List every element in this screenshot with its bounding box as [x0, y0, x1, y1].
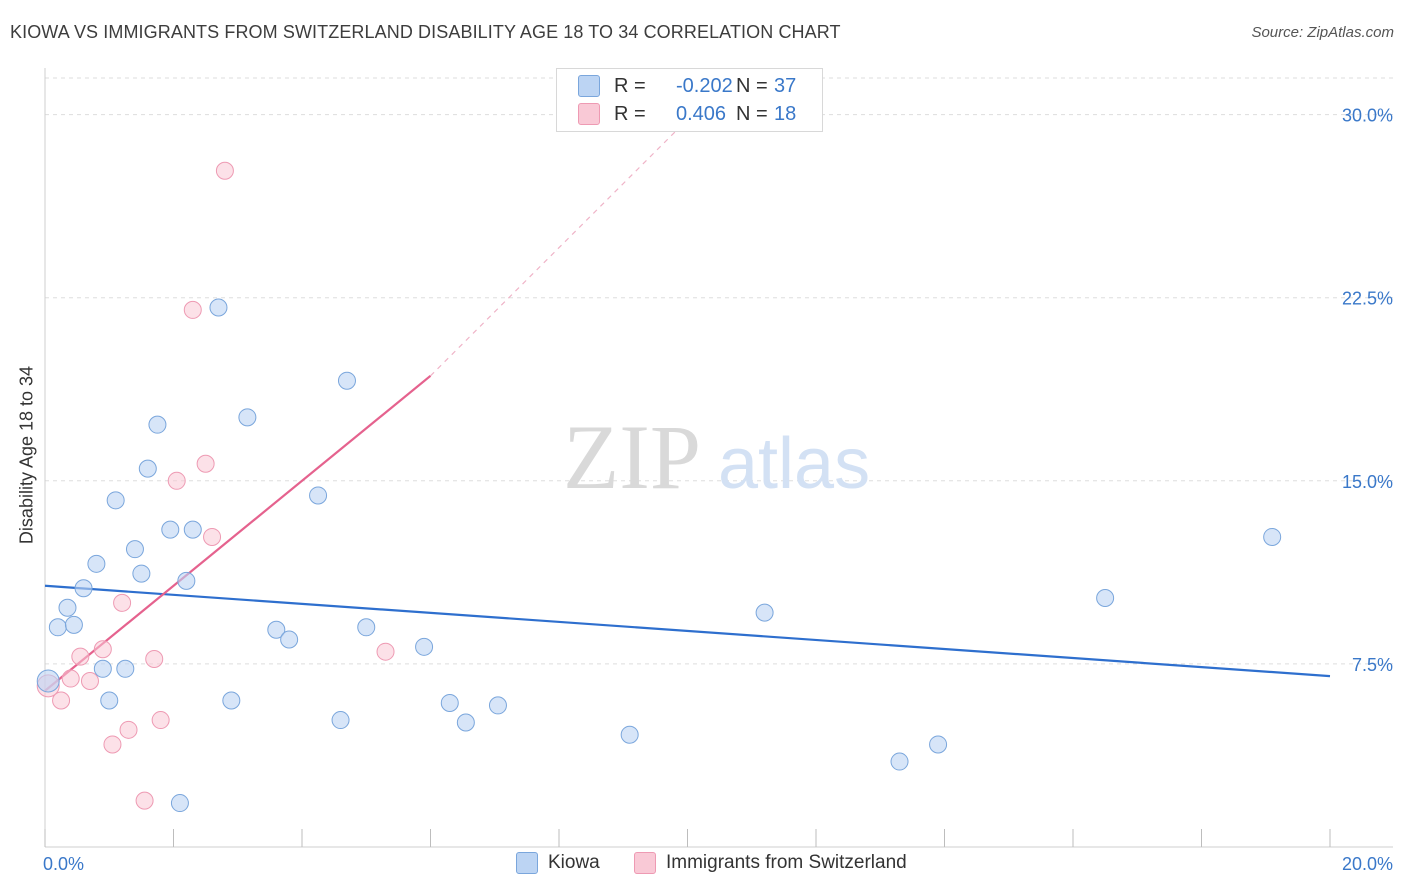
gridlines: [45, 77, 1393, 665]
point-kiowa: [183, 520, 202, 539]
point-switzerland: [167, 471, 186, 490]
trend-line-switzerland-extension: [430, 119, 688, 377]
legend-swatch-switzerland: [578, 103, 600, 125]
point-kiowa: [280, 630, 299, 649]
point-kiowa: [456, 713, 475, 732]
point-switzerland: [61, 669, 80, 688]
point-kiowa: [170, 794, 189, 813]
point-kiowa: [138, 459, 157, 478]
y-tick-label: 30.0%: [1342, 106, 1393, 126]
trend-lines: [44, 119, 1331, 692]
correlation-legend: R = -0.202 N = 37 R = 0.406 N = 18: [556, 68, 823, 132]
point-switzerland: [183, 300, 202, 319]
point-switzerland: [119, 720, 138, 739]
point-kiowa: [488, 696, 507, 715]
point-kiowa: [440, 693, 459, 712]
legend-r-label: R =: [614, 102, 646, 125]
series-legend: Kiowa Immigrants from Switzerland: [0, 852, 1406, 878]
point-switzerland: [80, 671, 99, 690]
trend-line-switzerland: [44, 374, 432, 692]
point-kiowa: [48, 618, 67, 637]
point-kiowa: [1263, 527, 1282, 546]
chart-title: KIOWA VS IMMIGRANTS FROM SWITZERLAND DIS…: [10, 22, 841, 42]
x-tick-label: 0.0%: [43, 854, 84, 874]
watermark-atlas: atlas: [718, 424, 870, 504]
watermark: ZIP atlas: [563, 406, 870, 508]
point-switzerland: [135, 791, 154, 810]
point-switzerland: [215, 161, 234, 180]
point-kiowa: [64, 615, 83, 634]
y-tick-label: 22.5%: [1342, 289, 1393, 309]
point-kiowa: [58, 598, 77, 617]
legend-r-label: R =: [614, 74, 646, 97]
series-label-kiowa: Kiowa: [548, 852, 600, 873]
series-legend-kiowa: Kiowa: [516, 852, 600, 874]
point-kiowa: [74, 579, 93, 598]
legend-n-label: N =: [736, 102, 768, 125]
axes: [44, 68, 1393, 848]
point-kiowa: [415, 637, 434, 656]
point-switzerland: [52, 691, 71, 710]
y-axis-label: Disability Age 18 to 34: [16, 365, 37, 545]
point-switzerland: [103, 735, 122, 754]
trend-line-kiowa: [44, 584, 1331, 678]
point-switzerland: [151, 711, 170, 730]
point-kiowa: [337, 371, 356, 390]
point-switzerland: [203, 527, 222, 546]
legend-r-value: -0.202: [676, 74, 733, 97]
point-kiowa: [125, 540, 144, 559]
point-kiowa: [238, 408, 257, 427]
series-swatch-kiowa: [516, 852, 538, 874]
point-kiowa: [357, 618, 376, 637]
point-kiowa: [100, 691, 119, 710]
series-legend-switzerland: Immigrants from Switzerland: [634, 852, 907, 874]
series-swatch-switzerland: [634, 852, 656, 874]
point-kiowa: [161, 520, 180, 539]
point-kiowa: [177, 571, 196, 590]
point-kiowa: [209, 298, 228, 317]
x-tick-label: 20.0%: [1342, 854, 1393, 874]
point-switzerland: [145, 650, 164, 669]
legend-swatch-kiowa: [578, 75, 600, 97]
source-credit: Source: ZipAtlas.com: [1251, 24, 1394, 41]
point-kiowa: [36, 669, 60, 693]
point-switzerland: [196, 454, 215, 473]
point-kiowa: [132, 564, 151, 583]
point-kiowa: [309, 486, 328, 505]
point-kiowa: [87, 554, 106, 573]
point-kiowa: [620, 725, 639, 744]
watermark-zip: ZIP: [563, 406, 701, 508]
point-switzerland: [71, 647, 90, 666]
point-kiowa: [929, 735, 948, 754]
legend-n-value: 37: [774, 74, 797, 97]
y-tick-label: 7.5%: [1352, 655, 1393, 675]
point-kiowa: [1096, 588, 1115, 607]
data-points: [36, 161, 1282, 813]
point-kiowa: [222, 691, 241, 710]
point-kiowa: [93, 659, 112, 678]
point-switzerland: [376, 642, 395, 661]
point-kiowa: [755, 603, 774, 622]
point-kiowa: [331, 711, 350, 730]
legend-n-label: N =: [736, 74, 768, 97]
point-kiowa: [890, 752, 909, 771]
y-tick-label: 15.0%: [1342, 472, 1393, 492]
tick-labels: 7.5% 15.0% 22.5% 30.0% 0.0% 20.0%: [43, 106, 1393, 874]
point-kiowa: [267, 620, 286, 639]
point-kiowa: [106, 491, 125, 510]
point-switzerland: [113, 593, 132, 612]
series-label-switzerland: Immigrants from Switzerland: [666, 852, 907, 873]
point-switzerland: [93, 640, 112, 659]
point-kiowa: [148, 415, 167, 434]
legend-r-value: 0.406: [676, 102, 727, 125]
point-kiowa: [116, 659, 135, 678]
legend-n-value: 18: [774, 102, 797, 125]
